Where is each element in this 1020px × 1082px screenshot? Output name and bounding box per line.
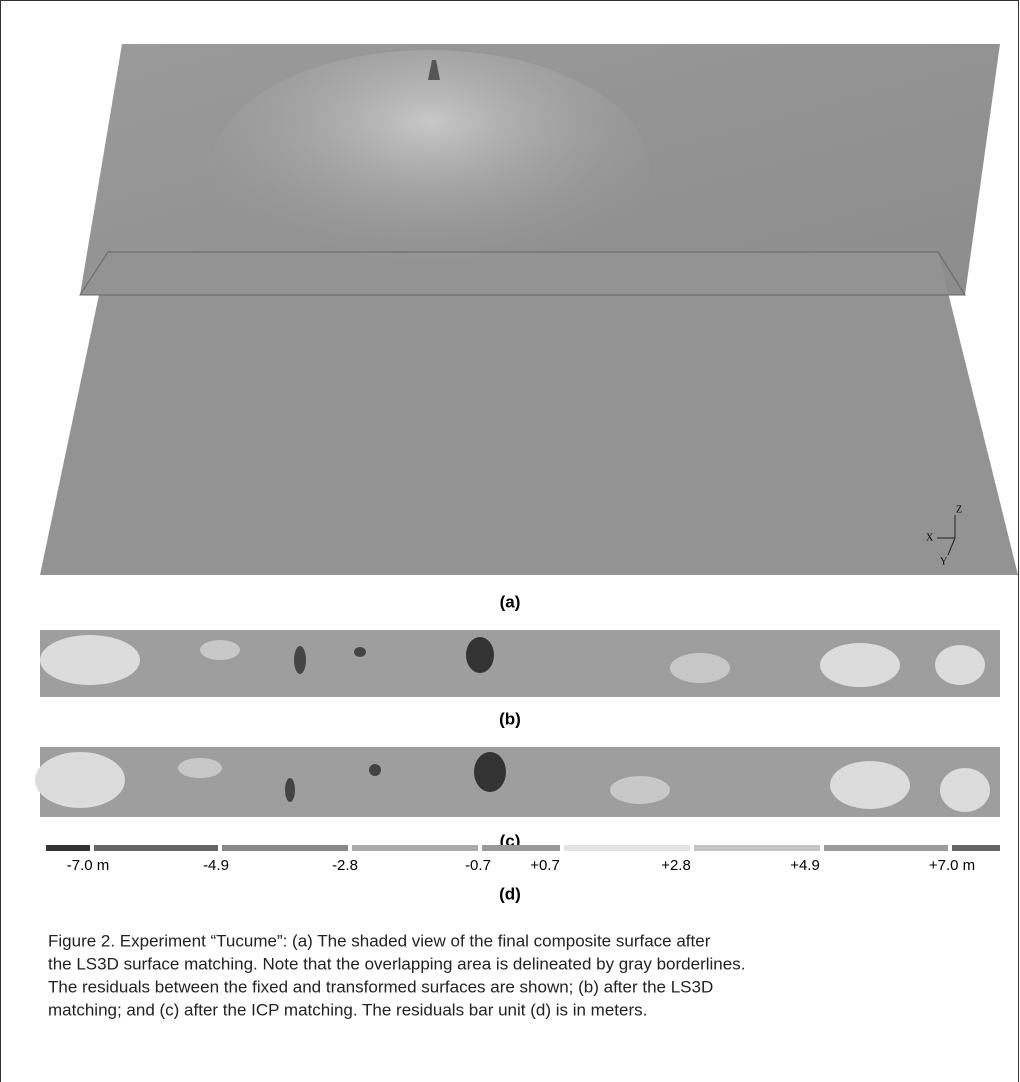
- colorbar-label: -0.7: [465, 857, 491, 874]
- colorbar-label: +4.9: [790, 857, 820, 874]
- lower-surface: [40, 252, 1018, 575]
- colorbar-label: -2.8: [332, 857, 358, 874]
- mound-shading: [210, 50, 650, 290]
- colorbar-label: +2.8: [661, 857, 691, 874]
- colorbar-label: +0.7: [530, 857, 560, 874]
- colorbar-label: -4.9: [203, 857, 229, 874]
- panel-label: (a): [500, 592, 521, 611]
- colorbar-labels: -7.0 m -4.9 -2.8 -0.7 +0.7 +2.8 +4.9 +7.…: [67, 857, 975, 874]
- colorbar-label: +7.0 m: [929, 857, 975, 874]
- caption-line: The residuals between the fixed and tran…: [48, 977, 713, 996]
- caption-line: Figure 2. Experiment “Tucume”: (a) The s…: [48, 931, 711, 950]
- panel-label: (b): [499, 709, 521, 728]
- page: Z X Y (a) (b) (c) -7.0 m -4.9 -2.8 -0.7 …: [0, 0, 1020, 1082]
- figure: Z X Y (a) (b) (c) -7.0 m -4.9 -2.8 -0.7 …: [0, 0, 1020, 1082]
- residual-strip-c: [35, 747, 1000, 817]
- axis-y: Y: [940, 556, 947, 567]
- residual-strip-b: [40, 630, 1000, 697]
- caption-line: the LS3D surface matching. Note that the…: [48, 954, 745, 973]
- axis-x: X: [926, 532, 934, 543]
- panel-label: (d): [499, 884, 521, 903]
- colorbar-label: -7.0 m: [67, 857, 110, 874]
- caption-line: matching; and (c) after the ICP matching…: [48, 1000, 647, 1019]
- axis-z: Z: [956, 504, 962, 515]
- colorbar: [46, 845, 1000, 851]
